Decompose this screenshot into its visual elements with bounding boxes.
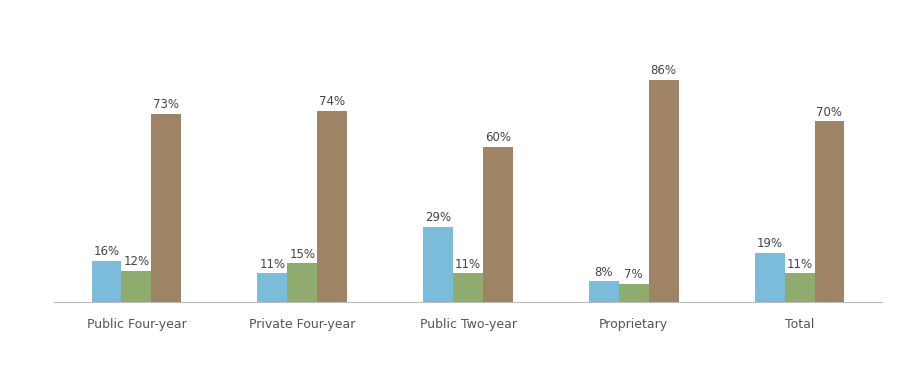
Bar xyxy=(317,111,347,302)
Text: 73%: 73% xyxy=(153,98,179,111)
Bar xyxy=(785,274,814,302)
Bar xyxy=(619,284,649,302)
Bar xyxy=(151,113,181,302)
Bar xyxy=(483,147,513,302)
Bar xyxy=(755,253,785,302)
Text: 11%: 11% xyxy=(454,258,482,271)
Text: 86%: 86% xyxy=(651,64,677,77)
Bar xyxy=(814,121,844,302)
Text: 12%: 12% xyxy=(123,255,149,268)
Text: 29%: 29% xyxy=(425,211,451,224)
Bar xyxy=(92,260,122,302)
Legend: Did not apply for any aid, Applied only for non-federal aid, Applied for federal: Did not apply for any aid, Applied only … xyxy=(192,384,744,387)
Text: 15%: 15% xyxy=(289,248,315,260)
Bar xyxy=(122,271,151,302)
Text: 11%: 11% xyxy=(787,258,813,271)
Text: 60%: 60% xyxy=(485,132,511,144)
Text: 11%: 11% xyxy=(259,258,285,271)
Text: 70%: 70% xyxy=(816,106,842,119)
Bar xyxy=(423,227,453,302)
Text: 19%: 19% xyxy=(757,237,783,250)
Text: 7%: 7% xyxy=(625,268,643,281)
Text: 8%: 8% xyxy=(595,265,613,279)
Bar xyxy=(649,80,679,302)
Bar xyxy=(589,281,619,302)
Text: 74%: 74% xyxy=(319,95,345,108)
Bar xyxy=(287,263,317,302)
Text: 16%: 16% xyxy=(94,245,120,258)
Bar xyxy=(257,274,287,302)
Bar xyxy=(453,274,483,302)
